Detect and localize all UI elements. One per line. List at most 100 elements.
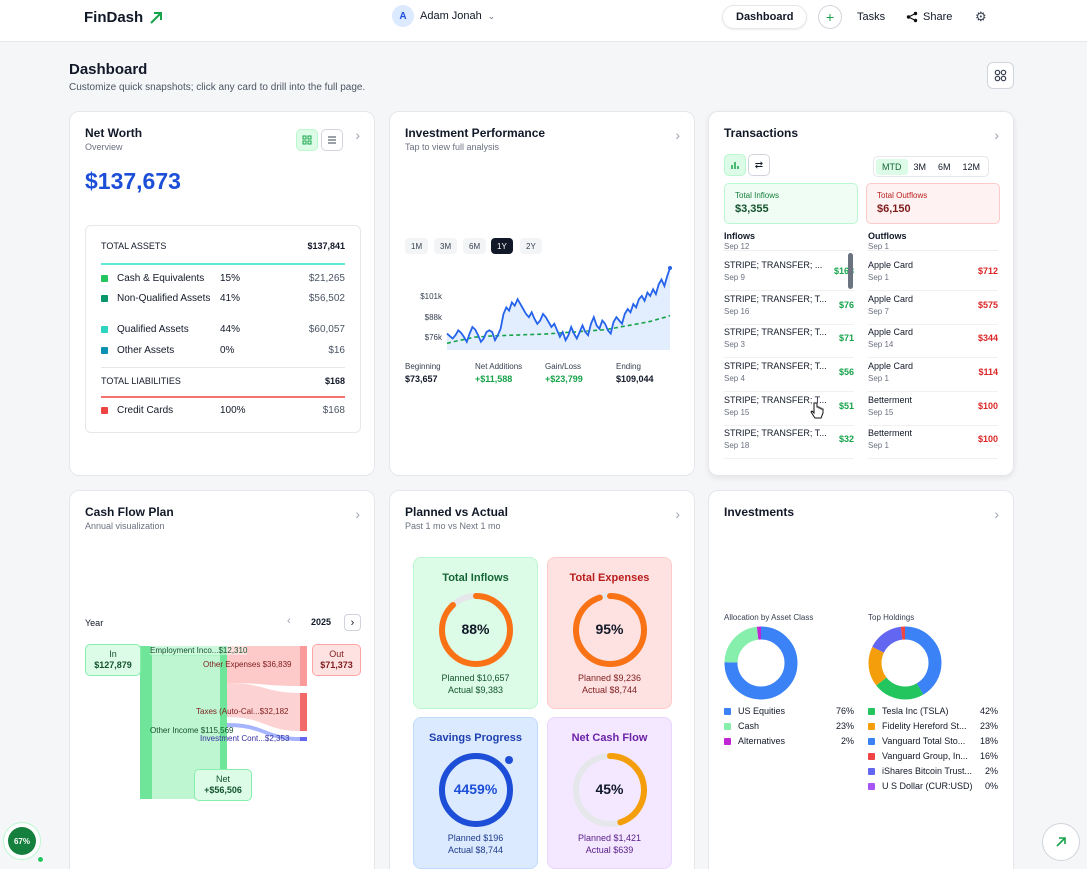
grid-icon: [994, 69, 1007, 82]
year-label: Year: [85, 618, 104, 628]
app-logo[interactable]: FinDash: [84, 9, 163, 26]
chevron-right-icon[interactable]: ›: [994, 506, 999, 522]
quick-action-button[interactable]: [1042, 823, 1080, 861]
inflow-row[interactable]: STRIPE; TRANSFER; ... Sep 9 $168: [724, 257, 854, 291]
cash-flow-plan-card[interactable]: Cash Flow Plan Annual visualization › Ye…: [69, 490, 375, 869]
legend-swatch: [101, 407, 108, 414]
total-inflows-box: Total Inflows $3,355: [724, 183, 858, 224]
range-tab-1m[interactable]: 1M: [405, 238, 429, 254]
chart-view-toggle[interactable]: [724, 154, 746, 176]
inflow-row[interactable]: STRIPE; TRANSFER; T... Sep 3 $71: [724, 324, 854, 358]
period-tab-3m[interactable]: 3M: [913, 161, 927, 172]
allocation-slice[interactable]: [724, 626, 798, 700]
plus-icon: +: [825, 9, 835, 25]
customize-layout-button[interactable]: [987, 62, 1014, 89]
holding-slice[interactable]: [868, 626, 942, 700]
outflow-row[interactable]: Apple Card Sep 14 $344: [868, 324, 998, 358]
liability-row[interactable]: Credit Cards 100% $168: [101, 404, 345, 417]
inflow-row[interactable]: STRIPE; TRANSFER; T... Sep 15 $51: [724, 392, 854, 426]
asset-value: $60,057: [308, 324, 345, 335]
outflow-row[interactable]: Apple Card Sep 1 $712: [868, 257, 998, 291]
prev-year-button[interactable]: ‹: [287, 615, 291, 627]
asset-row[interactable]: Qualified Assets 44% $60,057: [101, 323, 345, 336]
chevron-right-icon[interactable]: ›: [994, 127, 999, 143]
asset-row[interactable]: Non-Qualified Assets 41% $56,502: [101, 292, 345, 305]
share-button[interactable]: Share: [906, 5, 952, 29]
transaction-amount: $71: [838, 333, 854, 343]
period-tab-6m[interactable]: 6M: [938, 161, 951, 172]
investments-card[interactable]: Investments › Allocation by Asset Class …: [708, 490, 1014, 869]
transaction-amount: $32: [838, 434, 854, 444]
pva-box[interactable]: Savings Progress 4459% Planned $196 Actual …: [413, 717, 538, 869]
pva-box[interactable]: Net Cash Flow 45% Planned $1,421 Actual $63…: [547, 717, 672, 869]
pva-box[interactable]: Total Expenses 95% Planned $9,236 Actual $8…: [547, 557, 672, 709]
chevron-right-icon[interactable]: ›: [355, 127, 360, 143]
range-tab-3m[interactable]: 3M: [434, 238, 458, 254]
outflow-row[interactable]: Apple Card Sep 7 $575: [868, 291, 998, 325]
next-year-button[interactable]: ›: [344, 614, 361, 631]
holdings-donut-chart[interactable]: [867, 625, 943, 701]
holding-slice[interactable]: [868, 626, 942, 700]
period-tab-12m[interactable]: 12M: [962, 161, 981, 172]
performance-area: [447, 268, 670, 350]
transaction-date: Sep 1: [868, 273, 889, 282]
in-label: In: [109, 649, 117, 659]
transactions-card[interactable]: Transactions › ⇄ MTD 3M 6M 12M Total Inflow…: [708, 111, 1014, 476]
pva-box[interactable]: Total Inflows 88% Planned $10,657 Actual $9…: [413, 557, 538, 709]
period-tab-mtd[interactable]: MTD: [876, 158, 908, 175]
inflow-row[interactable]: STRIPE; TRANSFER; T... Sep 4 $56: [724, 358, 854, 392]
legend-swatch: [868, 767, 875, 775]
inflows-scrollbar[interactable]: [848, 253, 853, 289]
legend-swatch: [868, 737, 875, 745]
legend-value: 2%: [840, 736, 854, 746]
chevron-right-icon[interactable]: ›: [355, 506, 360, 522]
legend-swatch: [868, 782, 875, 790]
overflow-dot: [505, 756, 513, 764]
outflow-row[interactable]: Apple Card Sep 1 $114: [868, 358, 998, 392]
holding-slice[interactable]: [868, 626, 942, 700]
portfolio-value-line: [446, 267, 671, 344]
inflow-row[interactable]: STRIPE; TRANSFER; T... Sep 16 $76: [724, 291, 854, 325]
list-view-toggle[interactable]: [321, 129, 343, 151]
investment-performance-card[interactable]: Investment Performance Tap to view full …: [389, 111, 695, 476]
settings-button[interactable]: ⚙: [975, 5, 987, 29]
performance-line-chart[interactable]: $101k $88k $76k: [390, 264, 695, 356]
transaction-amount: $100: [977, 434, 998, 444]
progress-ring-fill: [573, 593, 647, 667]
card-view-toggle[interactable]: [296, 129, 318, 151]
transaction-name: STRIPE; TRANSFER; T...: [724, 428, 827, 438]
net-worth-card[interactable]: Net Worth Overview › $137,673 TOTAL ASSE…: [69, 111, 375, 476]
allocation-donut-chart[interactable]: [723, 625, 799, 701]
user-menu[interactable]: A Adam Jonah ⌄: [392, 5, 495, 27]
outflow-row[interactable]: Betterment Sep 1 $100: [868, 425, 998, 459]
employment-flow: [152, 646, 220, 656]
expenses-node: [300, 646, 307, 686]
outflow-row[interactable]: Betterment Sep 15 $100: [868, 392, 998, 426]
employment-income-label: Employment Inco...$12,310: [150, 646, 248, 655]
nav-dashboard-button[interactable]: Dashboard: [722, 5, 808, 29]
inflow-row[interactable]: STRIPE; TRANSFER; T... Sep 18 $32: [724, 425, 854, 459]
card-title: Cash Flow Plan: [85, 505, 174, 519]
add-button[interactable]: +: [818, 5, 842, 29]
transaction-date: Sep 7: [868, 307, 889, 316]
nav-tasks-button[interactable]: Tasks: [857, 11, 886, 23]
chevron-right-icon[interactable]: ›: [675, 506, 680, 522]
range-tab-1y[interactable]: 1Y: [491, 238, 513, 254]
legend-value: 23%: [835, 721, 854, 731]
transaction-amount: $168: [833, 266, 854, 276]
transaction-name: Apple Card: [868, 327, 914, 337]
asset-row[interactable]: Other Assets 0% $16: [101, 344, 345, 357]
chevron-right-icon[interactable]: ›: [675, 127, 680, 143]
progress-ring: [439, 753, 513, 827]
progress-badge[interactable]: 67%: [3, 822, 41, 860]
legend-label: Vanguard Total Sto...: [882, 736, 966, 746]
swap-toggle[interactable]: ⇄: [748, 154, 770, 176]
range-tab-2y[interactable]: 2Y: [520, 238, 542, 254]
transaction-name: STRIPE; TRANSFER; ...: [724, 260, 823, 270]
transaction-amount: $712: [977, 266, 998, 276]
planned-vs-actual-card[interactable]: Planned vs Actual Past 1 mo vs Next 1 mo…: [389, 490, 695, 869]
pva-planned: Planned $10,657: [441, 673, 510, 683]
user-name: Adam Jonah: [420, 10, 482, 22]
range-tab-6m[interactable]: 6M: [463, 238, 487, 254]
asset-row[interactable]: Cash & Equivalents 15% $21,265: [101, 272, 345, 285]
